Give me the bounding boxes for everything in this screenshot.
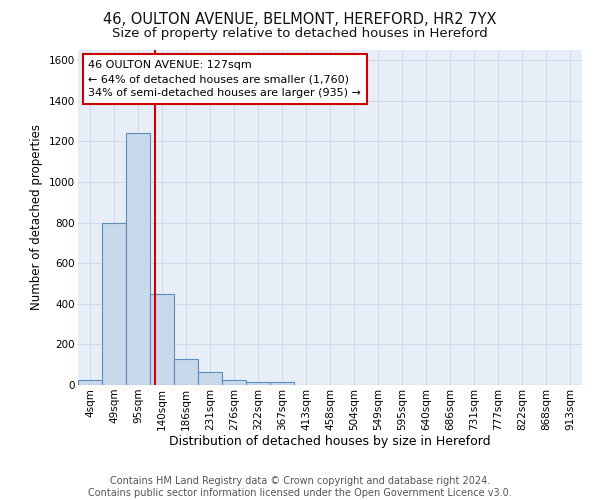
Bar [78, 380, 102, 385]
X-axis label: Distribution of detached houses by size in Hereford: Distribution of detached houses by size … [169, 436, 491, 448]
Text: Size of property relative to detached houses in Hereford: Size of property relative to detached ho… [112, 28, 488, 40]
Bar [126, 133, 150, 385]
Y-axis label: Number of detached properties: Number of detached properties [31, 124, 43, 310]
Text: Contains HM Land Registry data © Crown copyright and database right 2024.
Contai: Contains HM Land Registry data © Crown c… [88, 476, 512, 498]
Bar [174, 358, 198, 385]
Bar [270, 382, 294, 385]
Text: 46, OULTON AVENUE, BELMONT, HEREFORD, HR2 7YX: 46, OULTON AVENUE, BELMONT, HEREFORD, HR… [103, 12, 497, 28]
Text: 46 OULTON AVENUE: 127sqm
← 64% of detached houses are smaller (1,760)
34% of sem: 46 OULTON AVENUE: 127sqm ← 64% of detach… [88, 60, 361, 98]
Bar [102, 222, 126, 385]
Bar [198, 372, 222, 385]
Bar [150, 294, 174, 385]
Bar [222, 380, 246, 385]
Bar [246, 382, 270, 385]
